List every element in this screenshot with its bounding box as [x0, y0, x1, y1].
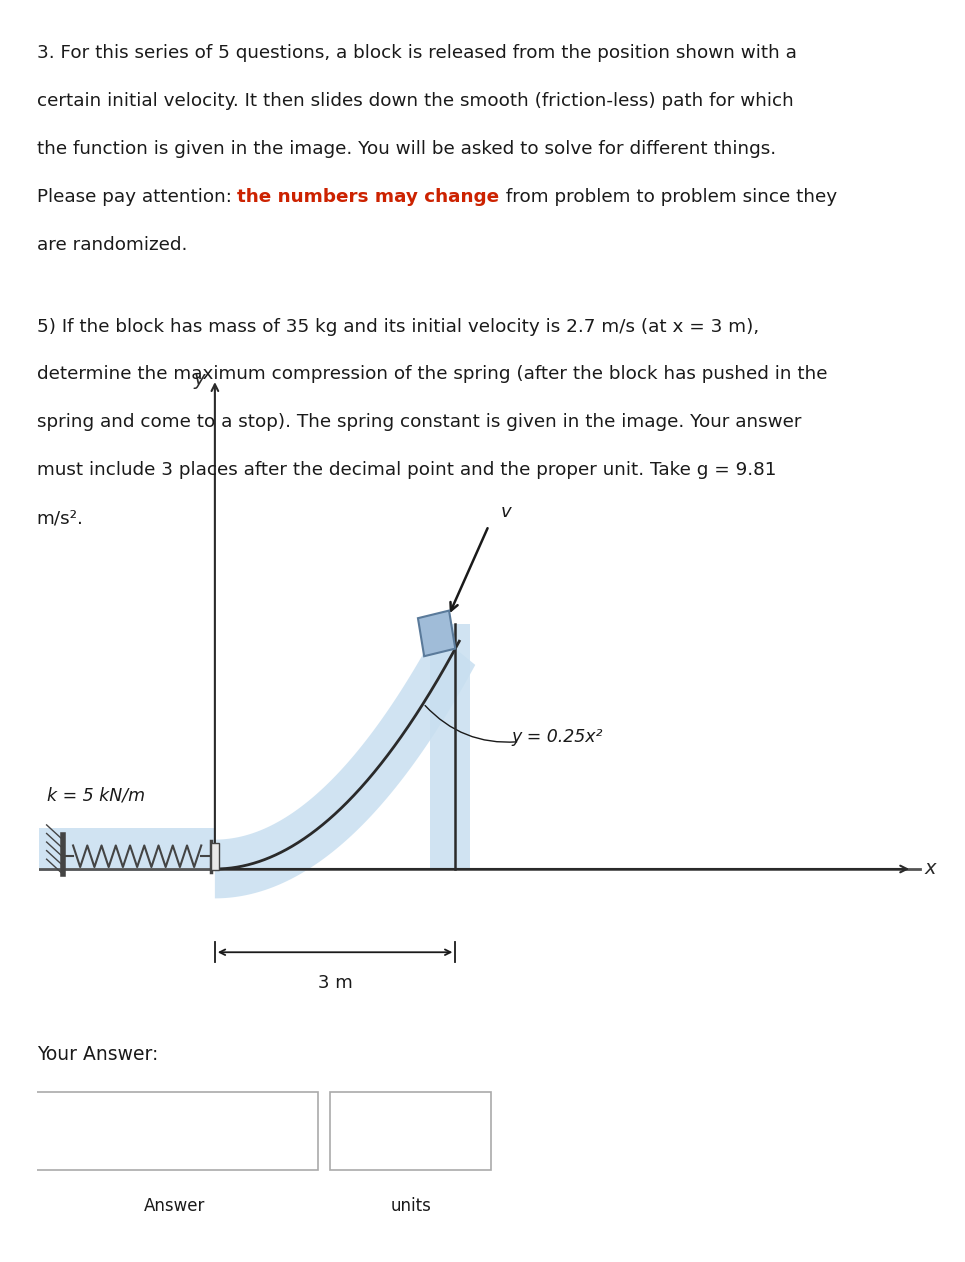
Text: spring and come to a stop). The spring constant is given in the image. Your answ: spring and come to a stop). The spring c…: [37, 414, 801, 432]
Bar: [211, 843, 219, 870]
Text: y = 0.25x²: y = 0.25x²: [511, 728, 603, 746]
Text: v: v: [501, 502, 511, 521]
Text: from problem to problem since they: from problem to problem since they: [500, 188, 837, 206]
Text: Your Answer:: Your Answer:: [37, 1045, 158, 1064]
Text: determine the maximum compression of the spring (after the block has pushed in t: determine the maximum compression of the…: [37, 366, 827, 384]
Text: 3 m: 3 m: [317, 974, 352, 992]
Text: 3. For this series of 5 questions, a block is released from the position shown w: 3. For this series of 5 questions, a blo…: [37, 44, 796, 62]
Text: x: x: [924, 859, 935, 878]
FancyBboxPatch shape: [330, 1092, 491, 1170]
Text: the function is given in the image. You will be asked to solve for different thi: the function is given in the image. You …: [37, 140, 776, 158]
Text: k = 5 kN/m: k = 5 kN/m: [46, 786, 145, 805]
Text: Answer: Answer: [144, 1196, 205, 1215]
Text: y: y: [194, 370, 206, 389]
Text: m/s².: m/s².: [37, 510, 84, 528]
Polygon shape: [418, 611, 455, 656]
Text: the numbers may change: the numbers may change: [237, 188, 500, 206]
Text: are randomized.: are randomized.: [37, 236, 187, 254]
Text: 5) If the block has mass of 35 kg and its initial velocity is 2.7 m/s (at x = 3 : 5) If the block has mass of 35 kg and it…: [37, 318, 758, 336]
Polygon shape: [215, 632, 476, 899]
Text: certain initial velocity. It then slides down the smooth (friction-less) path fo: certain initial velocity. It then slides…: [37, 92, 793, 110]
Polygon shape: [429, 625, 470, 870]
Text: Please pay attention:: Please pay attention:: [37, 188, 237, 206]
Polygon shape: [39, 828, 215, 871]
FancyBboxPatch shape: [31, 1092, 317, 1170]
Text: units: units: [390, 1196, 431, 1215]
Text: must include 3 places after the decimal point and the proper unit. Take g = 9.81: must include 3 places after the decimal …: [37, 462, 776, 480]
